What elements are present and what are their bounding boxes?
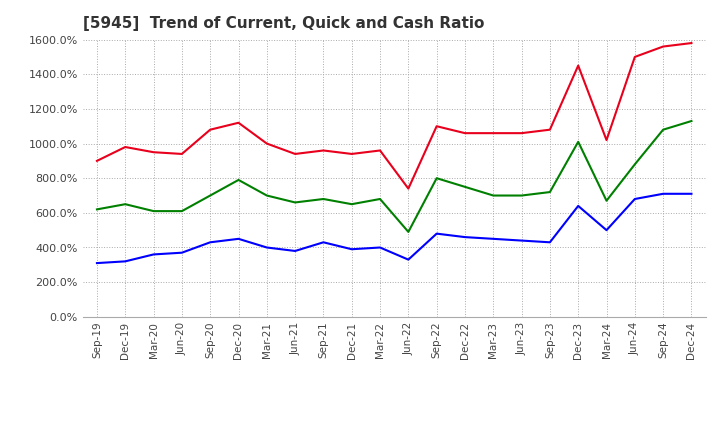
Cash Ratio	[461, 235, 469, 240]
Current Ratio	[404, 186, 413, 191]
Cash Ratio	[234, 236, 243, 242]
Quick Ratio	[376, 196, 384, 202]
Cash Ratio	[517, 238, 526, 243]
Quick Ratio	[687, 118, 696, 124]
Quick Ratio	[291, 200, 300, 205]
Quick Ratio	[631, 161, 639, 167]
Current Ratio	[263, 141, 271, 146]
Current Ratio	[376, 148, 384, 153]
Current Ratio	[206, 127, 215, 132]
Quick Ratio	[319, 196, 328, 202]
Cash Ratio	[602, 227, 611, 233]
Cash Ratio	[687, 191, 696, 196]
Quick Ratio	[149, 209, 158, 214]
Current Ratio	[659, 44, 667, 49]
Quick Ratio	[93, 207, 102, 212]
Quick Ratio	[461, 184, 469, 190]
Quick Ratio	[546, 189, 554, 194]
Current Ratio	[461, 131, 469, 136]
Current Ratio	[93, 158, 102, 164]
Quick Ratio	[348, 202, 356, 207]
Cash Ratio	[149, 252, 158, 257]
Text: [5945]  Trend of Current, Quick and Cash Ratio: [5945] Trend of Current, Quick and Cash …	[83, 16, 484, 32]
Current Ratio	[489, 131, 498, 136]
Current Ratio	[234, 120, 243, 125]
Cash Ratio	[659, 191, 667, 196]
Quick Ratio	[121, 202, 130, 207]
Cash Ratio	[263, 245, 271, 250]
Current Ratio	[178, 151, 186, 157]
Current Ratio	[574, 63, 582, 68]
Cash Ratio	[206, 240, 215, 245]
Cash Ratio	[291, 248, 300, 253]
Line: Cash Ratio: Cash Ratio	[97, 194, 691, 263]
Quick Ratio	[404, 229, 413, 235]
Line: Quick Ratio: Quick Ratio	[97, 121, 691, 232]
Quick Ratio	[517, 193, 526, 198]
Quick Ratio	[602, 198, 611, 203]
Cash Ratio	[631, 196, 639, 202]
Current Ratio	[517, 131, 526, 136]
Quick Ratio	[234, 177, 243, 183]
Current Ratio	[546, 127, 554, 132]
Cash Ratio	[319, 240, 328, 245]
Current Ratio	[149, 150, 158, 155]
Current Ratio	[432, 124, 441, 129]
Quick Ratio	[432, 176, 441, 181]
Cash Ratio	[178, 250, 186, 255]
Quick Ratio	[178, 209, 186, 214]
Current Ratio	[631, 54, 639, 59]
Current Ratio	[348, 151, 356, 157]
Quick Ratio	[489, 193, 498, 198]
Cash Ratio	[348, 246, 356, 252]
Cash Ratio	[404, 257, 413, 262]
Cash Ratio	[574, 203, 582, 209]
Current Ratio	[319, 148, 328, 153]
Quick Ratio	[206, 193, 215, 198]
Cash Ratio	[376, 245, 384, 250]
Current Ratio	[687, 40, 696, 46]
Cash Ratio	[93, 260, 102, 266]
Current Ratio	[291, 151, 300, 157]
Quick Ratio	[263, 193, 271, 198]
Cash Ratio	[489, 236, 498, 242]
Current Ratio	[602, 137, 611, 143]
Current Ratio	[121, 144, 130, 150]
Cash Ratio	[432, 231, 441, 236]
Line: Current Ratio: Current Ratio	[97, 43, 691, 189]
Cash Ratio	[121, 259, 130, 264]
Quick Ratio	[574, 139, 582, 144]
Cash Ratio	[546, 240, 554, 245]
Quick Ratio	[659, 127, 667, 132]
